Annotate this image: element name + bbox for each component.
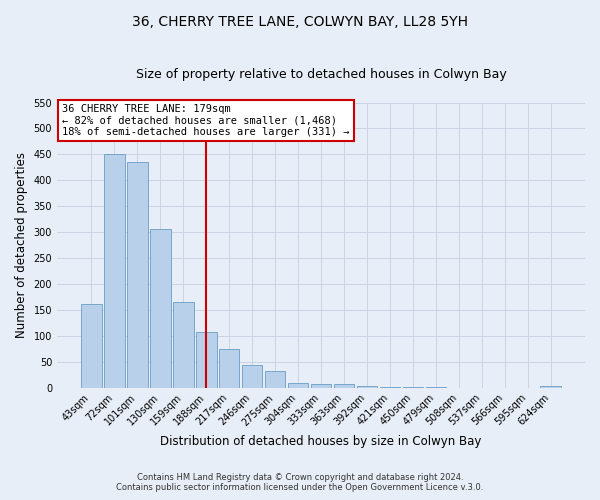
Bar: [127, 162, 148, 388]
Bar: [196, 332, 217, 388]
Bar: [81, 304, 102, 388]
Bar: [334, 384, 355, 388]
Text: 36 CHERRY TREE LANE: 179sqm
← 82% of detached houses are smaller (1,468)
18% of : 36 CHERRY TREE LANE: 179sqm ← 82% of det…: [62, 104, 350, 137]
Bar: [265, 370, 286, 388]
Bar: [403, 387, 423, 388]
Bar: [150, 228, 170, 388]
Bar: [311, 384, 331, 388]
Text: Contains HM Land Registry data © Crown copyright and database right 2024.
Contai: Contains HM Land Registry data © Crown c…: [116, 473, 484, 492]
Bar: [380, 387, 400, 388]
Bar: [541, 386, 561, 388]
Bar: [104, 154, 125, 388]
Y-axis label: Number of detached properties: Number of detached properties: [15, 152, 28, 338]
Bar: [219, 349, 239, 388]
Bar: [356, 386, 377, 388]
Text: 36, CHERRY TREE LANE, COLWYN BAY, LL28 5YH: 36, CHERRY TREE LANE, COLWYN BAY, LL28 5…: [132, 15, 468, 29]
X-axis label: Distribution of detached houses by size in Colwyn Bay: Distribution of detached houses by size …: [160, 434, 482, 448]
Bar: [288, 382, 308, 388]
Title: Size of property relative to detached houses in Colwyn Bay: Size of property relative to detached ho…: [136, 68, 506, 80]
Bar: [242, 365, 262, 388]
Bar: [173, 302, 194, 388]
Bar: [425, 387, 446, 388]
